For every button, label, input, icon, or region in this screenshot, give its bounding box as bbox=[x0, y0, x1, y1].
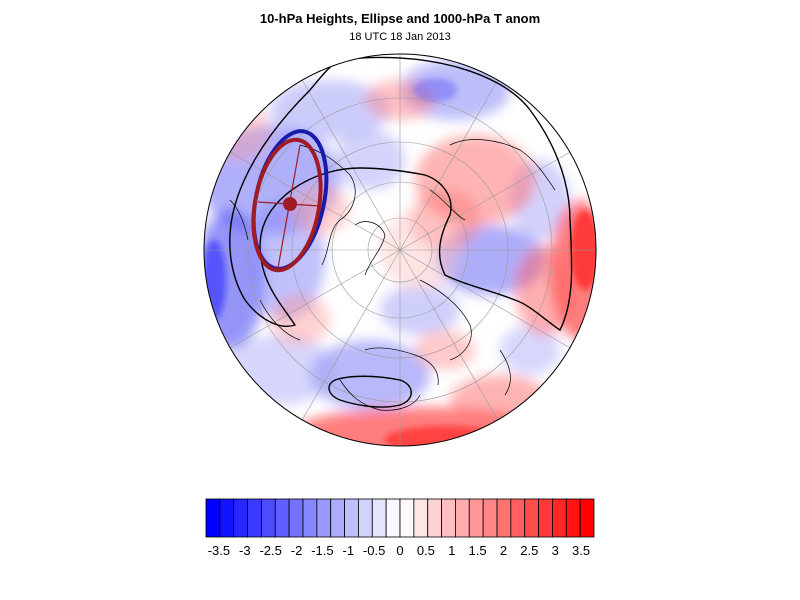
colorbar-box bbox=[385, 498, 401, 538]
temperature-anomaly-field bbox=[204, 60, 596, 446]
colorbar-box bbox=[538, 498, 553, 538]
colorbar-tick-label: -1.5 bbox=[311, 543, 334, 558]
colorbar-tick-label: 1 bbox=[448, 543, 456, 558]
colorbar-box bbox=[288, 498, 304, 538]
colorbar-box bbox=[496, 498, 512, 538]
colorbar-box bbox=[510, 498, 526, 538]
colorbar-box bbox=[261, 498, 276, 538]
colorbar-box bbox=[565, 498, 581, 538]
colorbar-tick-label: 0.5 bbox=[416, 543, 435, 558]
map-border bbox=[203, 53, 597, 447]
colorbar-box bbox=[219, 498, 235, 538]
colorbar-box bbox=[427, 498, 442, 538]
graticule bbox=[204, 54, 596, 446]
colorbar-tick-label: 0 bbox=[396, 543, 404, 558]
colorbar-tick-label: 1.5 bbox=[468, 543, 487, 558]
colorbar-tick-label: -1 bbox=[342, 543, 355, 558]
vortex-ellipse bbox=[251, 129, 329, 273]
colorbar-labels: -3.5 -3 -2.5 -2 -1.5 -1 -0.5 0 0.5 1 1.5 2 2.5 3 3.5 bbox=[0, 543, 800, 563]
colorbar-box bbox=[233, 498, 248, 538]
colorbar-tick-label: 3.5 bbox=[572, 543, 591, 558]
colorbar-tick-label: -2 bbox=[290, 543, 303, 558]
colorbar-box bbox=[330, 498, 345, 538]
colorbar-box bbox=[371, 498, 387, 538]
colorbar-tick-label: 2 bbox=[499, 543, 508, 558]
colorbar-box bbox=[344, 498, 359, 538]
colorbar-tick-label: -3.5 bbox=[207, 543, 231, 558]
colorbar-box bbox=[316, 498, 332, 538]
colorbar bbox=[205, 498, 595, 538]
map-subtitle: 18 UTC 18 Jan 2013 bbox=[349, 31, 451, 43]
map-title: 10-hPa Heights, Ellipse and 1000-hPa T a… bbox=[259, 11, 541, 26]
height-contours bbox=[229, 56, 573, 408]
colorbar-box bbox=[552, 498, 567, 538]
colorbar-tick-label: -3 bbox=[239, 543, 251, 558]
colorbar-box bbox=[441, 498, 456, 538]
colorbar-box bbox=[482, 498, 498, 538]
colorbar-box bbox=[399, 498, 415, 538]
ellipse-center bbox=[283, 197, 297, 211]
colorbar-box bbox=[205, 498, 221, 538]
colorbar-box bbox=[274, 498, 290, 538]
colorbar-box bbox=[358, 498, 373, 538]
colorbar-box bbox=[524, 498, 539, 538]
colorbar-box bbox=[579, 498, 595, 538]
colorbar-box bbox=[302, 498, 318, 538]
colorbar-tick-label: -2.5 bbox=[259, 543, 282, 558]
colorbar-tick-label: -0.5 bbox=[362, 543, 386, 558]
colorbar-box bbox=[455, 498, 470, 538]
colorbar-tick-label: 2.5 bbox=[520, 543, 539, 558]
colorbar-box bbox=[468, 498, 484, 538]
colorbar-tick-label: 3 bbox=[551, 543, 559, 558]
colorbar-box bbox=[247, 498, 262, 538]
colorbar-box bbox=[413, 498, 429, 538]
ellipse-red bbox=[251, 137, 323, 273]
polar-map bbox=[203, 53, 597, 447]
